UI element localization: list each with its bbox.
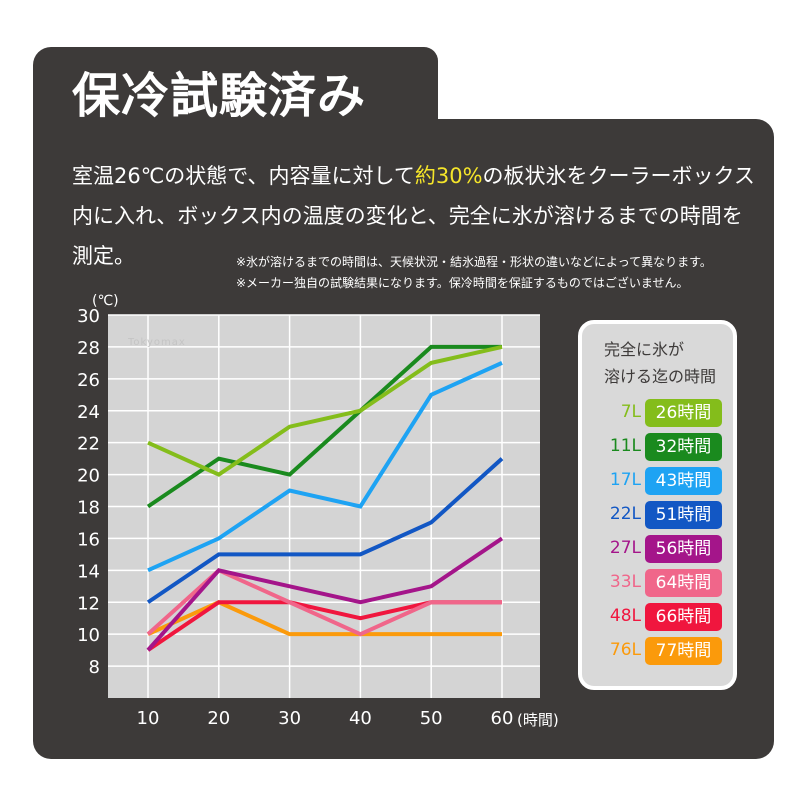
legend-item: 48L 66時間 [582, 603, 733, 632]
legend-title: 完全に氷が 溶ける迄の時間 [604, 336, 716, 390]
y-tick-label: 28 [77, 338, 100, 359]
description-highlight: 約30% [414, 164, 483, 188]
description-text-1: 室温26℃の状態で、内容量に対して [72, 164, 415, 188]
x-tick-label: 40 [349, 708, 372, 729]
legend-title-line1: 完全に氷が [604, 340, 685, 359]
legend-item: 33L 64時間 [582, 569, 733, 598]
legend-time-badge: 77時間 [645, 637, 722, 665]
legend-volume: 17L [609, 470, 641, 490]
legend-time-badge: 26時間 [645, 399, 722, 427]
y-tick-label: 30 [77, 306, 100, 327]
legend-volume: 11L [609, 436, 641, 456]
legend-item: 22L 51時間 [582, 501, 733, 530]
legend-volume: 27L [609, 538, 641, 558]
y-tick-label: 8 [89, 657, 100, 678]
legend-volume: 33L [609, 572, 641, 592]
series-line-27L [146, 536, 504, 652]
note-disclaimer: ※メーカー独自の試験結果になります。保冷時間を保証するものではございません。 [236, 276, 689, 290]
legend-title-line2: 溶ける迄の時間 [604, 367, 717, 386]
y-tick-label: 10 [77, 625, 100, 646]
legend-item: 27L 56時間 [582, 535, 733, 564]
y-tick-label: 26 [77, 370, 100, 391]
x-axis-unit: (時間) [517, 711, 559, 729]
legend-volume: 48L [609, 606, 641, 626]
legend-time-badge: 32時間 [645, 433, 722, 461]
legend-time-badge: 66時間 [645, 603, 722, 631]
series-line-17L [147, 361, 503, 573]
legend-volume: 22L [609, 504, 641, 524]
legend-time-badge: 43時間 [645, 467, 722, 495]
legend-item: 11L 32時間 [582, 433, 733, 462]
description-text-2: の板状氷をクーラーボックス内に入れ、ボックス内の温度の変化と、完全に氷が溶けるま… [72, 164, 755, 268]
y-tick-label: 16 [77, 529, 100, 550]
note-weather: ※氷が溶けるまでの時間は、天候状況・結氷過程・形状の違いなどによって異なります。 [236, 255, 712, 269]
y-axis-unit: (℃) [92, 293, 119, 309]
legend-item: 7L 26時間 [582, 399, 733, 428]
watermark: Tokyomax [128, 337, 186, 348]
legend-time-badge: 51時間 [645, 501, 722, 529]
legend-volume: 76L [609, 640, 641, 660]
title-tab [33, 47, 438, 147]
series-line-11L [146, 344, 502, 509]
x-tick-label: 50 [420, 708, 443, 729]
y-tick-label: 14 [77, 561, 100, 582]
y-tick-label: 18 [77, 498, 100, 519]
x-tick-label: 30 [278, 708, 301, 729]
legend-time-badge: 64時間 [645, 569, 722, 597]
y-tick-label: 24 [77, 402, 100, 423]
x-tick-label: 20 [207, 708, 230, 729]
series-line-76L [147, 600, 502, 637]
y-tick-label: 20 [77, 466, 100, 487]
x-tick-label: 60 [491, 708, 514, 729]
series-line-7L [147, 344, 503, 477]
y-tick-label: 22 [77, 434, 100, 455]
legend-item: 17L 43時間 [582, 467, 733, 496]
legend-item: 76L 77時間 [582, 637, 733, 666]
series-line-22L [146, 457, 504, 604]
y-tick-label: 12 [77, 593, 100, 614]
legend: 完全に氷が 溶ける迄の時間 7L 26時間 11L 32時間 17L 43時間 22L 51時… [578, 320, 737, 690]
description: 室温26℃の状態で、内容量に対して約30%の板状氷をクーラーボックス内に入れ、ボ… [72, 156, 762, 276]
page-title: 保冷試験済み [72, 68, 367, 124]
x-tick-label: 10 [137, 708, 160, 729]
legend-time-badge: 56時間 [645, 535, 722, 563]
legend-volume: 7L [620, 402, 641, 422]
